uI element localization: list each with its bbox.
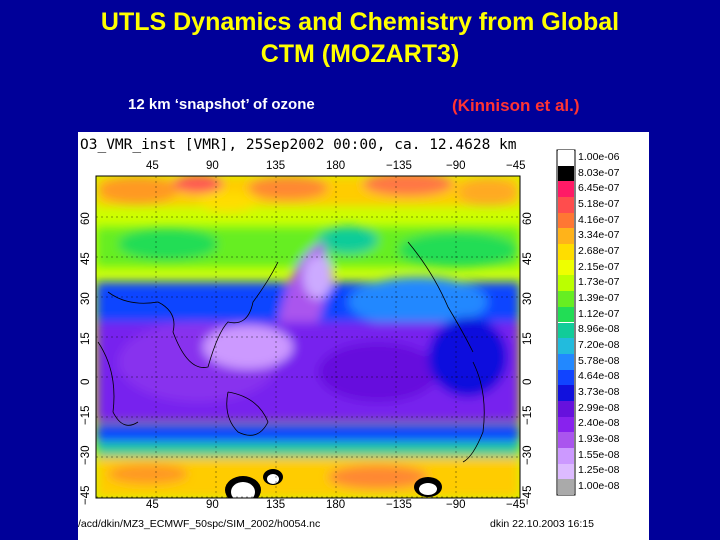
colorbar-swatch [558,165,574,182]
colorbar-swatch [558,181,574,198]
lat-tick-label: 60 [522,212,534,225]
colorbar-swatch [558,259,574,276]
colorbar-swatch [558,479,574,495]
figure-header: O3_VMR_inst [VMR], 25Sep2002 00:00, ca. … [80,137,517,153]
lat-tick-label: −45 [80,485,92,505]
colorbar-label: 1.55e-08 [578,448,620,461]
snapshot-subtitle: 12 km ‘snapshot’ of ozone [128,96,315,113]
lat-tick-label: 60 [80,212,92,225]
colorbar-label: 2.40e-08 [578,417,620,430]
lat-tick-label: −30 [80,445,92,465]
lat-tick-label: 0 [522,378,534,385]
lon-tick-label: 135 [266,499,286,511]
colorbar-label: 4.16e-07 [578,213,620,226]
colorbar-swatch [558,400,574,417]
colorbar-swatch [558,338,574,354]
colorbar-swatch [558,197,574,213]
colorbar-label: 6.45e-07 [578,182,620,195]
colorbar-swatch [558,150,574,166]
colorbar-label: 5.78e-08 [578,354,620,367]
lat-tick-label: 0 [80,378,92,385]
colorbar-swatch [558,463,574,480]
lon-tick-label: −135 [386,160,412,172]
colorbar-label: 3.73e-08 [578,386,620,399]
colorbar-swatch [558,353,574,370]
slide-title-line2: CTM (MOZART3) [260,40,460,68]
colorbar-label: 3.34e-07 [578,229,620,242]
colorbar-label: 8.03e-07 [578,166,620,179]
colorbar-label: 2.68e-07 [578,244,620,257]
source-file-path: /acd/dkin/MZ3_ECMWF_50spc/SIM_2002/h0054… [78,518,321,530]
lat-tick-label: 45 [80,252,92,265]
colorbar-swatch [558,447,574,464]
colorbar-swatch [558,306,574,323]
lon-tick-label: −135 [386,499,412,511]
colorbar-swatch [558,275,574,292]
colorbar-label: 1.12e-07 [578,307,620,320]
colorbar-swatch [558,385,574,401]
ozone-map-figure: O3_VMR_inst [VMR], 25Sep2002 00:00, ca. … [78,132,649,540]
lat-tick-label: 15 [80,332,92,345]
colorbar-label: 7.20e-08 [578,339,620,352]
colorbar-swatch [558,322,574,339]
colorbar-label: 1.73e-07 [578,276,620,289]
colorbar-swatch [558,244,574,260]
colorbar-swatch [558,228,574,245]
lon-tick-label: −45 [506,499,526,511]
lat-tick-label: −45 [522,485,534,505]
lon-tick-label: 45 [146,160,159,172]
lon-tick-label: −90 [446,499,466,511]
colorbar-label: 5.18e-07 [578,197,620,210]
lon-tick-label: −90 [446,160,466,172]
colorbar-label: 1.00e-06 [578,150,620,163]
lat-tick-label: −15 [522,405,534,425]
lat-tick-label: 30 [522,292,534,305]
lon-tick-label: −45 [506,160,526,172]
colorbar-label: 1.93e-08 [578,433,620,446]
colorbar-label: 8.96e-08 [578,323,620,336]
colorbar-label: 2.99e-08 [578,401,620,414]
lon-tick-label: 180 [326,499,346,511]
colorbar-swatch [558,369,574,386]
colorbar-swatch [558,416,574,433]
colorbar-label: 1.00e-08 [578,480,620,493]
lon-tick-label: 180 [326,160,346,172]
lat-tick-label: −15 [80,405,92,425]
colorbar-label: 1.25e-08 [578,464,620,477]
lat-tick-label: 30 [80,292,92,305]
colorbar-label: 1.39e-07 [578,291,620,304]
ozone-map-image [95,149,576,499]
colorbar-label: 2.15e-07 [578,260,620,273]
lon-tick-label: 45 [146,499,159,511]
lat-tick-label: 15 [522,332,534,345]
lon-tick-label: 135 [266,160,286,172]
lon-tick-label: 90 [206,160,219,172]
lon-tick-label: 90 [206,499,219,511]
colorbar-label: 4.64e-08 [578,370,620,383]
plot-timestamp: dkin 22.10.2003 16:15 [490,518,594,530]
lat-tick-label: 45 [522,252,534,265]
author-credit: (Kinnison et al.) [452,96,580,115]
colorbar-swatch [558,212,574,229]
colorbar-swatch [558,432,574,448]
slide-title-line1: UTLS Dynamics and Chemistry from Global [100,8,620,36]
colorbar-swatch [558,291,574,307]
lat-tick-label: −30 [522,445,534,465]
